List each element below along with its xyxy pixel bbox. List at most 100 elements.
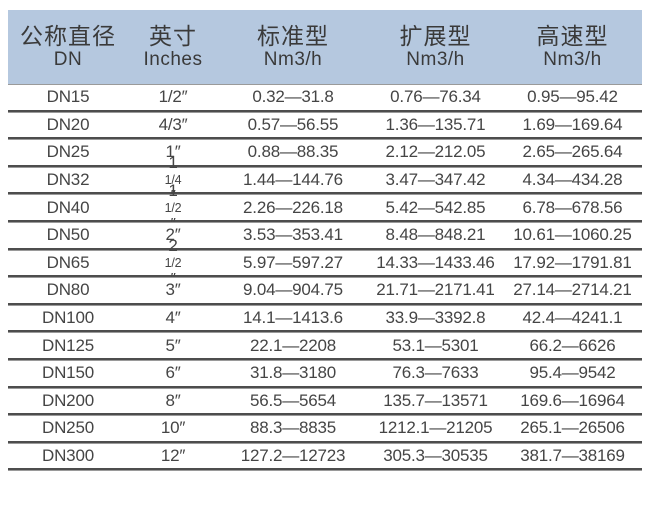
extended-range-cell: 305.3—30535 <box>383 446 488 466</box>
inch-mark: ″ <box>170 214 176 232</box>
inches-cell: 12″ <box>160 446 186 466</box>
inches-cell: 10″ <box>160 418 186 438</box>
dn-cell: DN200 <box>42 390 94 410</box>
column-header: 标准型 Nm3/h <box>218 10 368 84</box>
highspeed-range-cell: 2.65—265.64 <box>522 142 623 162</box>
dn-cell: DN32 <box>46 170 90 190</box>
column-title: 高速型 <box>536 22 609 49</box>
table-row: DN300 12″ 127.2—12723 305.3—30535 381.7—3816… <box>8 444 642 469</box>
standard-range-cell: 88.3—8835 <box>249 418 337 438</box>
inches-cell: 4″ <box>165 308 181 328</box>
row-divider <box>8 192 642 196</box>
table-row: DN200 8″ 56.5—5654 135.7—13571 169.6—16964 <box>8 389 642 414</box>
inch-mark: ″ <box>170 269 176 287</box>
column-title: 公称直径 <box>20 22 116 49</box>
table-row: DN100 4″ 14.1—1413.6 33.9—3392.8 42.4—4241.1 <box>8 306 642 331</box>
extended-range-cell: 33.9—3392.8 <box>385 308 486 328</box>
dn-cell: DN100 <box>42 308 94 328</box>
standard-range-cell: 14.1—1413.6 <box>243 308 343 328</box>
column-subtitle: Nm3/h <box>263 49 323 71</box>
flow-spec-table: 公称直径 DN 英寸 Inches 标准型 Nm3/h 扩展型 Nm3/h 高速型 Nm3/h D… <box>8 10 642 472</box>
standard-range-cell: 1.44—144.76 <box>243 170 343 190</box>
extended-range-cell: 53.1—5301 <box>392 335 479 355</box>
dn-cell: DN65 <box>46 252 90 272</box>
dn-cell: DN40 <box>46 197 90 217</box>
row-divider <box>8 385 642 389</box>
row-divider <box>8 137 642 141</box>
extended-range-cell: 76.3—7633 <box>392 363 479 383</box>
dn-cell: DN50 <box>46 225 90 245</box>
extended-range-cell: 135.7—13571 <box>383 390 488 410</box>
extended-range-cell: 2.12—212.05 <box>385 142 486 162</box>
highspeed-range-cell: 169.6—16964 <box>520 390 625 410</box>
column-header: 扩展型 Nm3/h <box>368 10 503 84</box>
standard-range-cell: 9.04—904.75 <box>243 280 343 300</box>
highspeed-range-cell: 27.14—2714.21 <box>513 280 632 300</box>
fraction: 1/2 <box>164 255 182 270</box>
highspeed-range-cell: 6.78—678.56 <box>522 197 623 217</box>
highspeed-range-cell: 381.7—38169 <box>520 446 625 466</box>
extended-range-cell: 21.71—2171.41 <box>376 280 495 300</box>
column-subtitle: Nm3/h <box>543 49 602 71</box>
column-header: 公称直径 DN <box>8 10 128 84</box>
highspeed-range-cell: 42.4—4241.1 <box>522 308 623 328</box>
highspeed-range-cell: 66.2—6626 <box>529 335 616 355</box>
column-subtitle: Inches <box>143 49 203 71</box>
table-row: DN65 2 1/2 ″ 5.97—597.27 14.33—1433.46 17.92—… <box>8 236 642 287</box>
row-divider <box>8 468 642 472</box>
standard-range-cell: 2.26—226.18 <box>243 197 343 217</box>
standard-range-cell: 127.2—12723 <box>240 446 346 466</box>
inches-cell: 1″ <box>165 142 181 162</box>
inches-cell: 2 1/2 ″ <box>128 236 218 290</box>
dn-cell: DN20 <box>46 114 90 134</box>
highspeed-range-cell: 10.61—1060.25 <box>513 225 632 245</box>
inches-cell: 8″ <box>165 390 181 410</box>
table-row: DN15 1/2″ 0.32—31.8 0.76—76.34 0.95—95.42 <box>8 85 642 110</box>
table-row: DN80 3″ 9.04—904.75 21.71—2171.41 27.14—2714… <box>8 278 642 303</box>
dn-cell: DN300 <box>42 446 94 466</box>
extended-range-cell: 5.42—542.85 <box>385 197 486 217</box>
table-row: DN32 1 1/4 ″ 1.44—144.76 3.47—347.42 4.34—434… <box>8 153 642 204</box>
row-divider <box>8 440 642 444</box>
extended-range-cell: 1.36—135.71 <box>385 114 486 134</box>
row-divider <box>8 219 642 223</box>
extended-range-cell: 0.76—76.34 <box>390 87 481 107</box>
highspeed-range-cell: 4.34—434.28 <box>522 170 623 190</box>
highspeed-range-cell: 0.95—95.42 <box>527 87 618 107</box>
inch-mark: ″ <box>170 187 176 205</box>
standard-range-cell: 56.5—5654 <box>249 390 337 410</box>
column-subtitle: Nm3/h <box>406 49 465 71</box>
row-divider <box>8 109 642 113</box>
highspeed-range-cell: 265.1—26506 <box>520 418 625 438</box>
dn-cell: DN250 <box>42 418 94 438</box>
table-row: DN50 2″ 3.53—353.41 8.48—848.21 10.61—1060.2… <box>8 223 642 248</box>
standard-range-cell: 22.1—2208 <box>249 335 337 355</box>
table-row: DN125 5″ 22.1—2208 53.1—5301 66.2—6626 <box>8 333 642 358</box>
row-divider <box>8 247 642 251</box>
inches-cell: 2″ <box>165 225 181 245</box>
table-row: DN250 10″ 88.3—8835 1212.1—21205 265.1—26506 <box>8 416 642 441</box>
column-header: 高速型 Nm3/h <box>503 10 642 84</box>
inches-cell: 3″ <box>165 280 181 300</box>
inches-cell: 6″ <box>165 363 181 383</box>
dn-cell: DN15 <box>46 87 90 107</box>
row-divider <box>8 357 642 361</box>
extended-range-cell: 3.47—347.42 <box>385 170 486 190</box>
table-row: DN20 4/3″ 0.57—56.55 1.36—135.71 1.69—169.64 <box>8 113 642 138</box>
row-divider <box>8 275 642 279</box>
column-subtitle: DN <box>53 49 83 71</box>
extended-range-cell: 1212.1—21205 <box>378 418 493 438</box>
standard-range-cell: 0.32—31.8 <box>252 87 334 107</box>
column-title: 标准型 <box>257 22 329 49</box>
extended-range-cell: 14.33—1433.46 <box>376 252 495 272</box>
row-divider <box>8 330 642 334</box>
column-title: 英寸 <box>149 22 197 49</box>
table-row: DN40 1 1/2 ″ 2.26—226.18 5.42—542.85 6.78—678… <box>8 181 642 232</box>
highspeed-range-cell: 95.4—9542 <box>529 363 616 383</box>
column-title: 扩展型 <box>399 22 472 49</box>
highspeed-range-cell: 17.92—1791.81 <box>513 252 632 272</box>
dn-cell: DN125 <box>42 335 94 355</box>
highspeed-range-cell: 1.69—169.64 <box>522 114 623 134</box>
table-row: DN150 6″ 31.8—3180 76.3—7633 95.4—9542 <box>8 361 642 386</box>
row-divider <box>8 413 642 417</box>
